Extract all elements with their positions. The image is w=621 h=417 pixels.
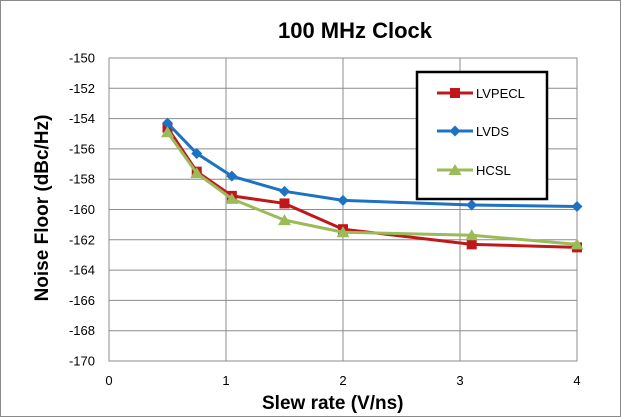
x-axis-ticks: 0 1 2 3 4 [105,373,580,388]
legend-marker-hcsl [448,164,462,175]
series-hcsl [161,126,584,250]
y-tick-label: -156 [69,141,95,156]
data-point-lvds [162,117,173,129]
legend-label-lvds: LVDS [476,124,509,139]
x-tick-label: 2 [339,373,346,388]
data-point-lvds [279,185,290,197]
data-point-lvpecl [279,198,290,209]
x-tick-label: 3 [456,373,463,388]
y-tick-label: -154 [69,111,95,126]
y-tick-label: -162 [69,232,95,247]
y-tick-label: -152 [69,81,95,96]
x-tick-label: 1 [222,373,229,388]
data-point-lvds [571,200,583,212]
grid [108,57,578,362]
series-lvds [162,117,583,212]
y-axis-label: Noise Floor (dBc/Hz) [32,115,53,302]
data-point-lvpecl [466,239,477,250]
data-point-hcsl [190,167,204,179]
y-tick-label: -168 [69,323,95,338]
y-tick-label: -158 [69,172,95,187]
y-tick-label: -164 [69,263,95,278]
data-point-lvds [466,199,478,211]
legend-label-lvpecl: LVPECL [476,86,525,101]
data-point-hcsl [278,214,291,226]
x-axis-label: Slew rate (V/ns) [262,393,404,414]
y-tick-label: -160 [69,202,95,217]
data-point-lvds [226,170,238,182]
y-tick-label: -166 [69,293,95,308]
data-point-hcsl [570,238,584,250]
y-tick-label: -170 [69,354,95,369]
y-axis-ticks: -150 -152 -154 -156 -158 -160 -162 -164 -166 -168… [69,51,95,369]
data-point-lvds [191,147,203,159]
legend-marker-lvpecl [450,88,460,98]
series-group [161,117,584,253]
x-tick-label: 4 [573,373,580,388]
legend-marker-lvds [449,125,461,137]
legend-label-hcsl: HCSL [476,163,511,178]
legend: LVPECL LVDS HCSL [415,70,549,201]
chart-title: 100 MHz Clock [278,18,433,43]
data-point-hcsl [225,192,239,204]
x-tick-label: 0 [105,373,112,388]
y-tick-label: -150 [69,51,95,66]
data-point-hcsl [161,126,174,138]
data-point-lvds [337,194,349,206]
data-point-hcsl [336,226,350,238]
data-point-hcsl [465,229,479,241]
